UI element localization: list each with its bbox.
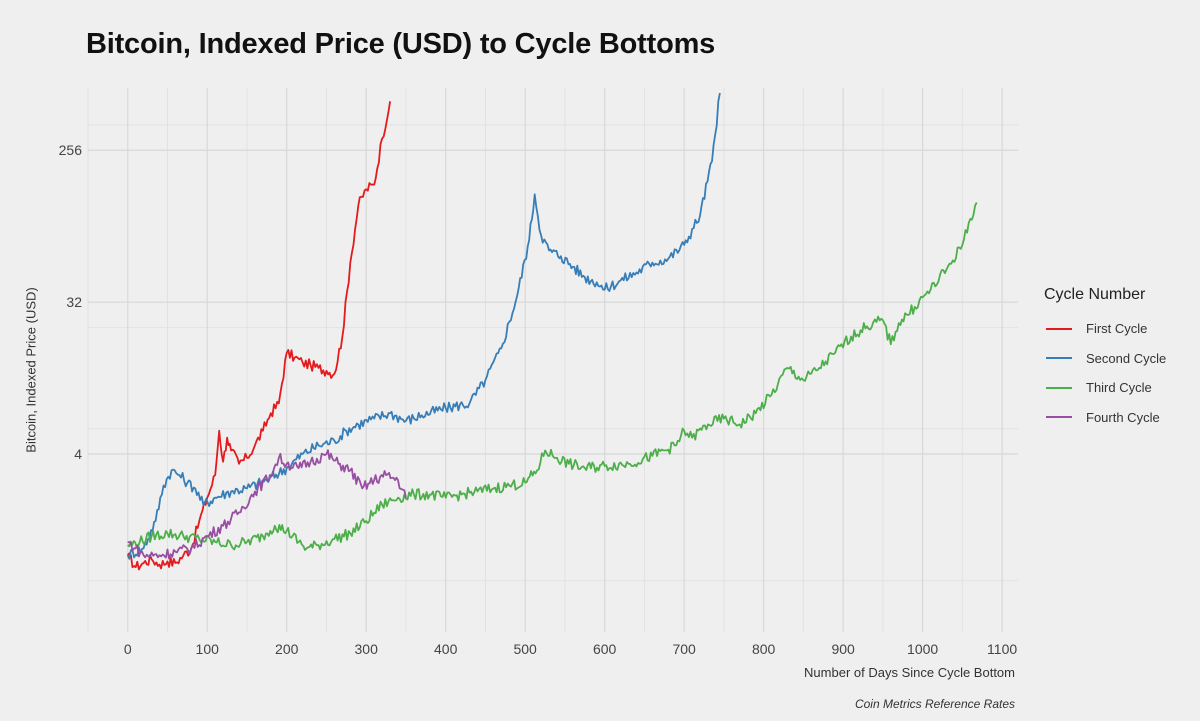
series-line-third-cycle: [127, 202, 978, 551]
legend-swatch: [1046, 386, 1072, 389]
y-tick-label: 32: [66, 294, 82, 310]
legend-label: First Cycle: [1086, 321, 1148, 337]
x-tick-label: 1000: [907, 641, 938, 657]
x-axis-label: Number of Days Since Cycle Bottom: [804, 665, 1015, 680]
x-tick-label: 600: [593, 641, 617, 657]
legend-item-first-cycle: First Cycle: [1030, 314, 1190, 344]
x-tick-label: 300: [355, 641, 379, 657]
legend-item-second-cycle: Second Cycle: [1030, 344, 1190, 374]
x-tick-label: 100: [196, 641, 220, 657]
legend-item-third-cycle: Third Cycle: [1030, 373, 1190, 403]
legend-swatch: [1046, 416, 1072, 419]
series-line-second-cycle: [126, 92, 721, 560]
legend-swatch: [1046, 327, 1072, 330]
legend-swatch: [1046, 357, 1072, 360]
x-tick-label: 0: [124, 641, 132, 657]
source-caption: Coin Metrics Reference Rates: [854, 697, 1015, 711]
x-tick-label: 800: [752, 641, 776, 657]
y-tick-label: 256: [59, 142, 83, 158]
x-tick-label: 700: [672, 641, 696, 657]
x-tick-label: 500: [513, 641, 537, 657]
legend-label: Third Cycle: [1086, 380, 1152, 396]
legend-label: Second Cycle: [1086, 350, 1167, 366]
legend-title: Cycle Number: [1044, 286, 1146, 303]
legend: Cycle Number First Cycle Second Cycle Th…: [1030, 286, 1190, 432]
x-tick-label: 400: [434, 641, 458, 657]
x-tick-label: 1100: [987, 641, 1017, 657]
x-tick-label: 900: [831, 641, 855, 657]
series-line-fourth-cycle: [127, 449, 407, 560]
series-line-first-cycle: [126, 101, 391, 571]
y-tick-label: 4: [74, 446, 82, 462]
legend-item-fourth-cycle: Fourth Cycle: [1030, 403, 1190, 433]
x-tick-label: 200: [275, 641, 299, 657]
chart-title: Bitcoin, Indexed Price (USD) to Cycle Bo…: [86, 28, 716, 60]
legend-label: Fourth Cycle: [1086, 409, 1160, 425]
